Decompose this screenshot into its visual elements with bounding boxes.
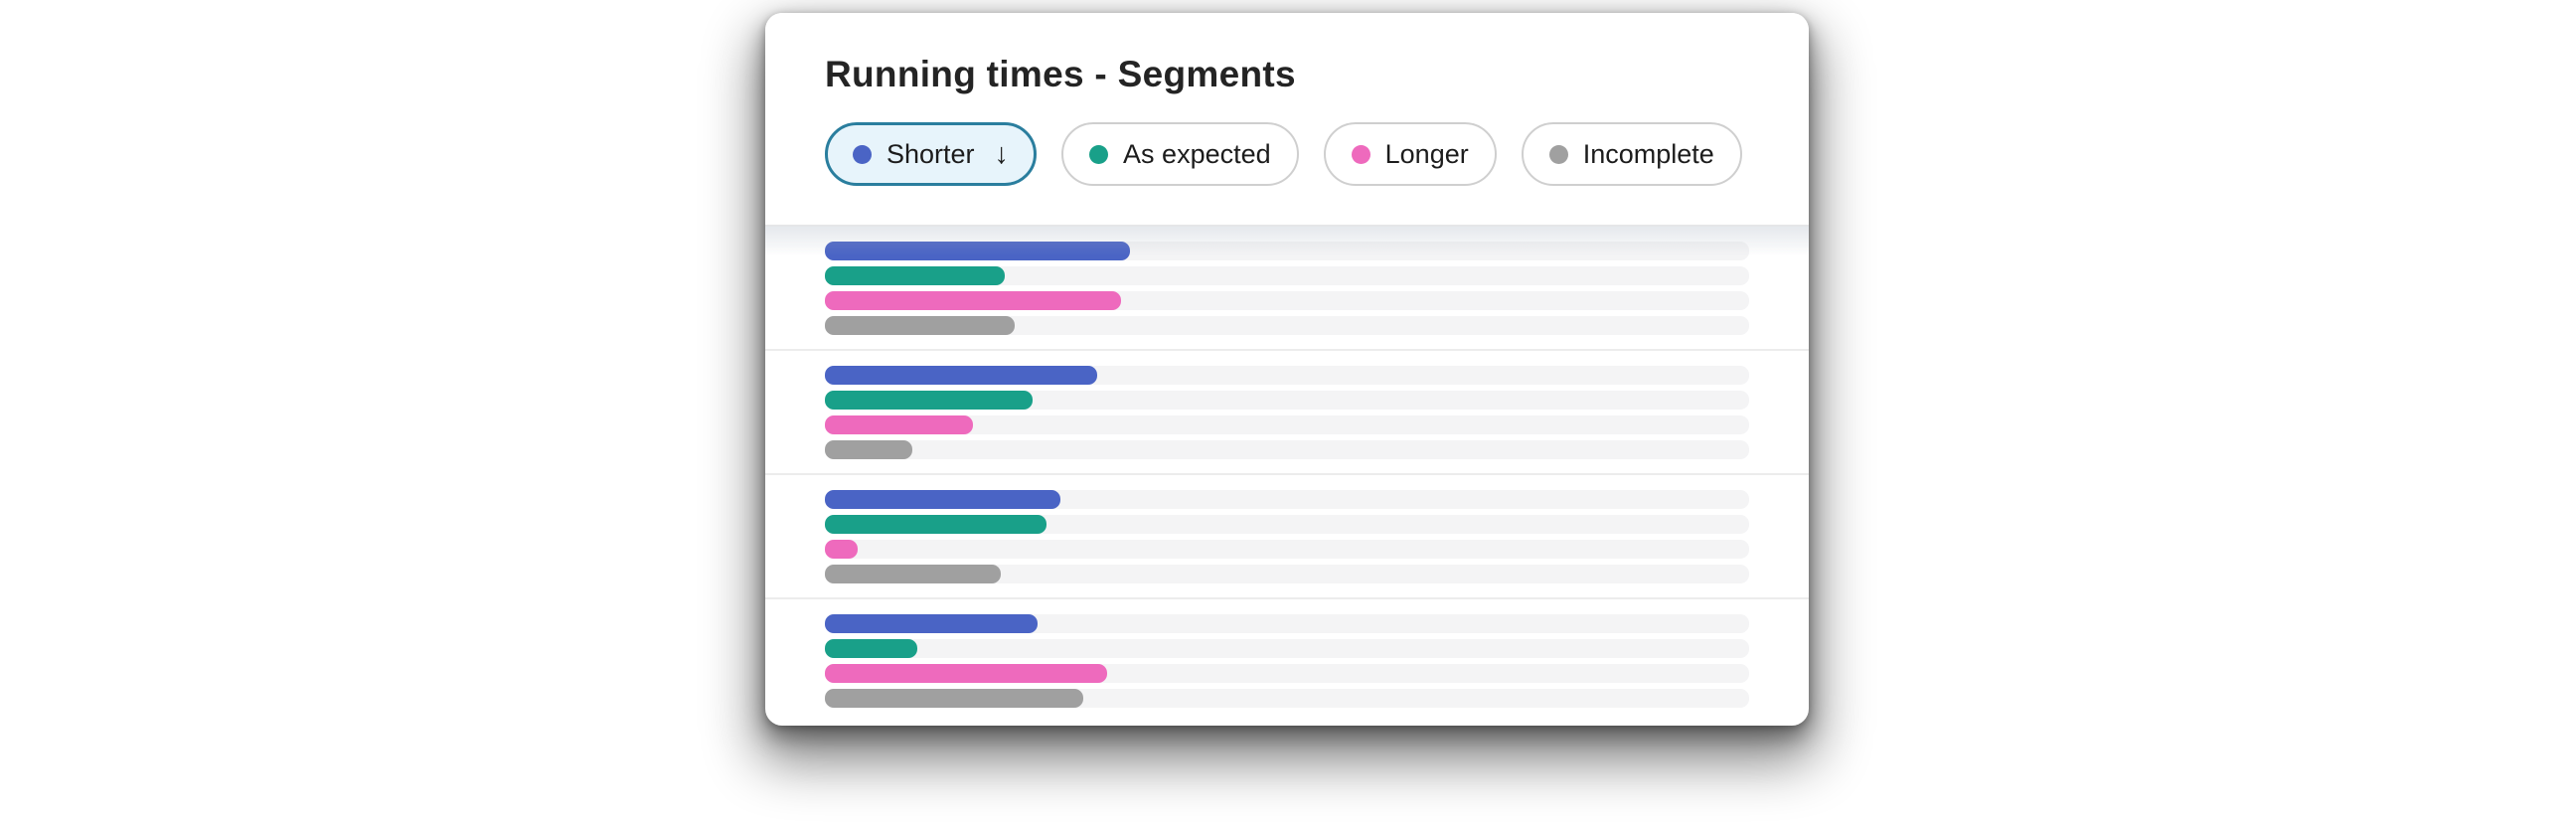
bar-as-expected[interactable] — [825, 391, 1034, 410]
bar-longer[interactable] — [825, 415, 973, 434]
bar-track — [825, 664, 1749, 683]
filter-chip-as-expected[interactable]: As expected — [1061, 122, 1299, 186]
bar-shorter[interactable] — [825, 366, 1098, 385]
segment-group-1 — [765, 227, 1809, 351]
bar-incomplete[interactable] — [825, 440, 913, 459]
segment-group-3 — [765, 475, 1809, 599]
bar-as-expected[interactable] — [825, 639, 917, 658]
bar-as-expected[interactable] — [825, 266, 1006, 285]
filter-chip-label: Longer — [1384, 138, 1469, 169]
bar-track — [825, 366, 1749, 385]
bar-track — [825, 565, 1749, 583]
bar-track — [825, 242, 1749, 260]
filter-chip-label: Incomplete — [1582, 138, 1714, 169]
sort-descending-arrow-icon: ↓ — [994, 137, 1010, 170]
bar-shorter[interactable] — [825, 490, 1061, 509]
bar-incomplete[interactable] — [825, 565, 1001, 583]
bar-longer[interactable] — [825, 664, 1107, 683]
filter-chip-incomplete[interactable]: Incomplete — [1521, 122, 1742, 186]
bar-track — [825, 689, 1749, 708]
legend-dot-as-expected — [1089, 144, 1109, 164]
legend-dot-shorter — [853, 144, 872, 164]
bar-as-expected[interactable] — [825, 515, 1047, 534]
bar-longer[interactable] — [825, 540, 858, 559]
bar-track — [825, 391, 1749, 410]
bar-incomplete[interactable] — [825, 316, 1015, 335]
filter-chip-longer[interactable]: Longer — [1323, 122, 1497, 186]
bar-incomplete[interactable] — [825, 689, 1084, 708]
bar-track — [825, 316, 1749, 335]
card-title: Running times - Segments — [825, 54, 1296, 94]
bar-shorter[interactable] — [825, 614, 1038, 633]
bar-track — [825, 291, 1749, 310]
bar-track — [825, 266, 1749, 285]
bar-track — [825, 515, 1749, 534]
segment-group-4 — [765, 599, 1809, 722]
legend-dot-longer — [1351, 144, 1370, 164]
card-header: Running times - Segments Shorter ↓ As ex… — [765, 13, 1809, 227]
bar-longer[interactable] — [825, 291, 1121, 310]
bar-shorter[interactable] — [825, 242, 1130, 260]
bar-track — [825, 639, 1749, 658]
filter-chip-label: Shorter — [886, 138, 975, 169]
bar-track — [825, 440, 1749, 459]
bar-track — [825, 614, 1749, 633]
legend-dot-incomplete — [1548, 144, 1568, 164]
running-times-card: Running times - Segments Shorter ↓ As ex… — [765, 13, 1809, 726]
filter-chip-label: As expected — [1123, 138, 1271, 169]
bar-track — [825, 540, 1749, 559]
bar-track — [825, 490, 1749, 509]
filter-chip-shorter[interactable]: Shorter ↓ — [825, 122, 1038, 186]
filter-chips: Shorter ↓ As expected Longer Incomplete — [825, 122, 1749, 186]
segments-list — [765, 227, 1809, 722]
segment-group-2 — [765, 351, 1809, 475]
bar-track — [825, 415, 1749, 434]
